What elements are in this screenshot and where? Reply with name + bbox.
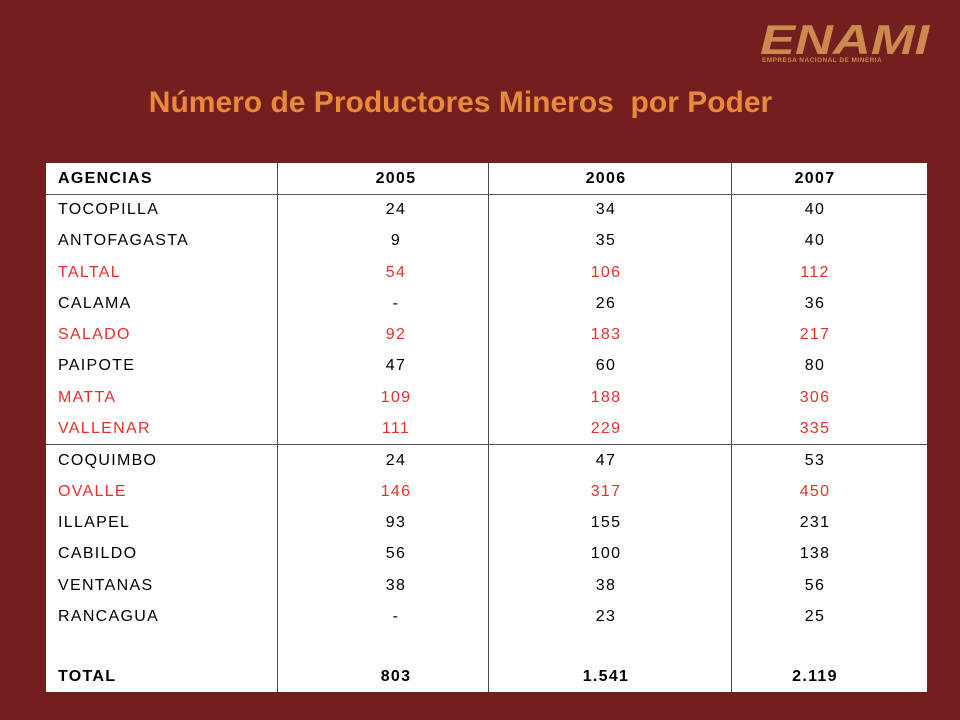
value-2005: 38 (385, 576, 407, 594)
logo-tagline: EMPRESA NACIONAL DE MINERIA (762, 57, 883, 64)
value-2007: 36 (804, 294, 826, 312)
table-row: ILLAPEL 93 155 231 (46, 508, 927, 539)
column-header-2007: 2007 (794, 169, 836, 187)
value-2006: 155 (590, 514, 622, 532)
value-2007: 53 (804, 451, 826, 469)
agency-name: COQUIMBO (58, 451, 158, 469)
column-header-2005: 2005 (375, 169, 417, 187)
value-2007: 112 (800, 263, 830, 281)
value-2007: 231 (799, 514, 831, 532)
value-2005: 24 (385, 451, 407, 469)
value-2005: 47 (385, 357, 407, 375)
value-2005: 92 (385, 326, 407, 344)
agency-name: ILLAPEL (58, 514, 131, 532)
column-divider (277, 163, 278, 692)
value-2006: 35 (595, 232, 617, 250)
value-2006: 183 (590, 326, 622, 344)
table-row: TALTAL 54 106 112 (46, 257, 927, 288)
column-header-2006: 2006 (585, 169, 627, 187)
value-2005: 109 (380, 388, 412, 406)
agency-name: VENTANAS (58, 576, 154, 594)
value-2005: 146 (380, 482, 412, 500)
value-2006: 317 (590, 482, 622, 500)
agency-name: VALLENAR (58, 419, 151, 437)
logo-wordmark: ENAMI (760, 16, 930, 63)
table-row: PAIPOTE 47 60 80 (46, 351, 927, 382)
column-divider (488, 163, 489, 692)
table-row: VALLENAR 111 229 335 (46, 413, 927, 444)
total-label: TOTAL (58, 667, 117, 685)
value-2007: 335 (799, 419, 831, 437)
agency-name: TOCOPILLA (58, 201, 160, 219)
producers-table: AGENCIAS 2005 2006 2007 TOCOPILLA 24 34 40 ANTOF… (46, 163, 927, 692)
value-2007: 40 (804, 201, 826, 219)
table-row: SALADO 92 183 217 (46, 320, 927, 351)
agency-name: SALADO (58, 326, 131, 344)
table-row: COQUIMBO 24 47 53 (46, 445, 927, 476)
value-2005: 111 (381, 419, 411, 437)
value-2006: 26 (595, 294, 617, 312)
column-header-agencias: AGENCIAS (58, 169, 153, 187)
agency-name: MATTA (58, 388, 117, 406)
agency-name: ANTOFAGASTA (58, 232, 190, 250)
value-2005: 24 (385, 201, 407, 219)
group-divider (46, 444, 927, 445)
value-2006: 100 (590, 545, 622, 563)
value-2006: 38 (595, 576, 617, 594)
value-2005: - (392, 294, 400, 312)
value-2007: 450 (799, 482, 831, 500)
total-2005: 803 (380, 667, 412, 685)
value-2006: 47 (595, 451, 617, 469)
table-row: TOCOPILLA 24 34 40 (46, 195, 927, 226)
value-2007: 80 (804, 357, 826, 375)
table-row: CABILDO 56 100 138 (46, 539, 927, 570)
header-divider (46, 194, 927, 195)
total-2006: 1.541 (582, 667, 630, 685)
value-2005: 9 (390, 232, 402, 250)
agency-name: RANCAGUA (58, 607, 160, 625)
value-2006: 106 (590, 263, 622, 281)
value-2007: 40 (804, 232, 826, 250)
table-row: ANTOFAGASTA 9 35 40 (46, 226, 927, 257)
table-row: RANCAGUA - 23 25 (46, 601, 927, 632)
value-2006: 34 (595, 201, 617, 219)
value-2006: 188 (590, 388, 622, 406)
agency-name: PAIPOTE (58, 357, 136, 375)
value-2006: 23 (595, 607, 617, 625)
table-header-row: AGENCIAS 2005 2006 2007 (46, 163, 927, 194)
value-2005: 93 (385, 514, 407, 532)
table-row: VENTANAS 38 38 56 (46, 570, 927, 601)
value-2007: 306 (799, 388, 831, 406)
table-total-row: TOTAL 803 1.541 2.119 (46, 661, 927, 692)
agency-name: CALAMA (58, 294, 132, 312)
agency-name: OVALLE (58, 482, 127, 500)
value-2005: 56 (385, 545, 407, 563)
agency-name: TALTAL (58, 263, 121, 281)
value-2006: 229 (590, 419, 622, 437)
table-row: OVALLE 146 317 450 (46, 476, 927, 507)
agency-name: CABILDO (58, 545, 138, 563)
value-2007: 217 (799, 326, 831, 344)
slide-title: Número de Productores Mineros por Poder (148, 86, 773, 119)
table-row: CALAMA - 26 36 (46, 288, 927, 319)
value-2007: 56 (804, 576, 826, 594)
total-2007: 2.119 (792, 667, 838, 685)
value-2005: - (392, 607, 400, 625)
column-divider (731, 163, 732, 692)
table-row: MATTA 109 188 306 (46, 382, 927, 413)
value-2005: 54 (385, 263, 407, 281)
value-2006: 60 (595, 357, 617, 375)
value-2007: 25 (804, 607, 826, 625)
value-2007: 138 (799, 545, 831, 563)
